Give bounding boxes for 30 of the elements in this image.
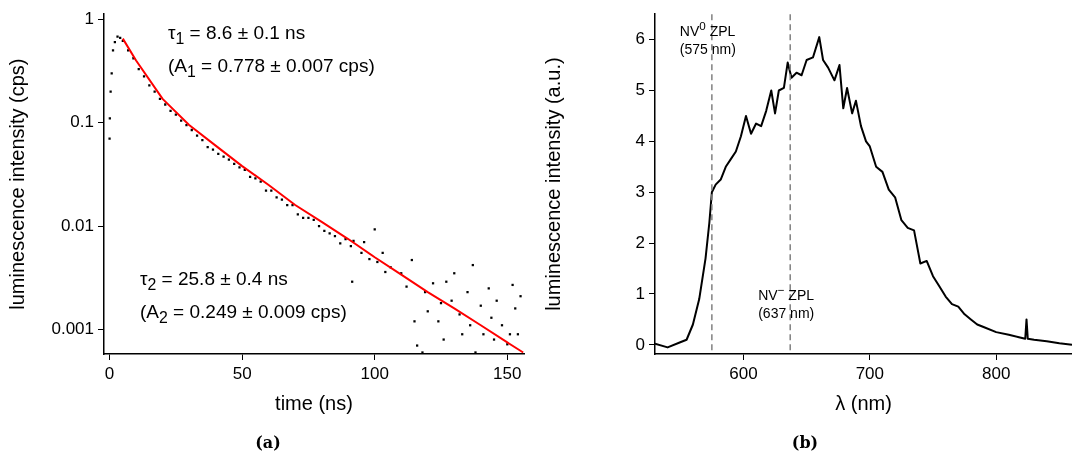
x-tick-label: 600 bbox=[729, 363, 758, 383]
annotation: (A$_{1}$ = 0.778 ± 0.007 cps) bbox=[168, 55, 375, 82]
y-tick-label: 0.1 bbox=[70, 112, 94, 132]
y-tick-label: 2 bbox=[635, 232, 645, 252]
y-tick-label: 0 bbox=[635, 334, 645, 354]
annotation: τ$_{2}$ = 25.8 ± 0.4 ns bbox=[140, 268, 288, 295]
x-tick-label: 700 bbox=[855, 363, 885, 383]
text: (a) bbox=[255, 433, 281, 453]
y-tick-label: 6 bbox=[635, 29, 645, 49]
x-tick-label: 100 bbox=[360, 363, 389, 383]
x-axis-title: λ (nm) bbox=[835, 391, 892, 414]
annotation: (A$_{2}$ = 0.249 ± 0.009 cps) bbox=[140, 301, 347, 328]
x-tick-label: 0 bbox=[104, 363, 115, 383]
y-tick-label: 0.01 bbox=[60, 215, 94, 235]
x-tick-label: 800 bbox=[981, 363, 1011, 383]
y-tick-label: 1 bbox=[635, 283, 645, 303]
x-tick-label: 50 bbox=[232, 363, 252, 383]
x-tick-label: 150 bbox=[493, 363, 522, 383]
y-tick-label: 3 bbox=[635, 181, 645, 201]
y-tick-label: 1 bbox=[84, 8, 94, 28]
y-tick-label: 5 bbox=[635, 80, 645, 100]
ref-line-label: NV$^{−}$ ZPL (637 nm) bbox=[758, 282, 815, 323]
ref-line-label: NV$^{0}$ ZPL (575 nm) bbox=[679, 18, 736, 59]
y-axis-title: luminescence intensity (cps) bbox=[5, 58, 28, 310]
text: (b) bbox=[791, 433, 819, 453]
annotation: τ$_{1}$ = 8.6 ± 0.1 ns bbox=[168, 22, 306, 49]
y-tick-label: 4 bbox=[635, 131, 645, 151]
x-axis-title: time (ns) bbox=[275, 391, 353, 414]
y-axis-title: luminescence intensity (a.u.) bbox=[541, 57, 564, 311]
y-tick-label: 0.001 bbox=[51, 319, 94, 339]
